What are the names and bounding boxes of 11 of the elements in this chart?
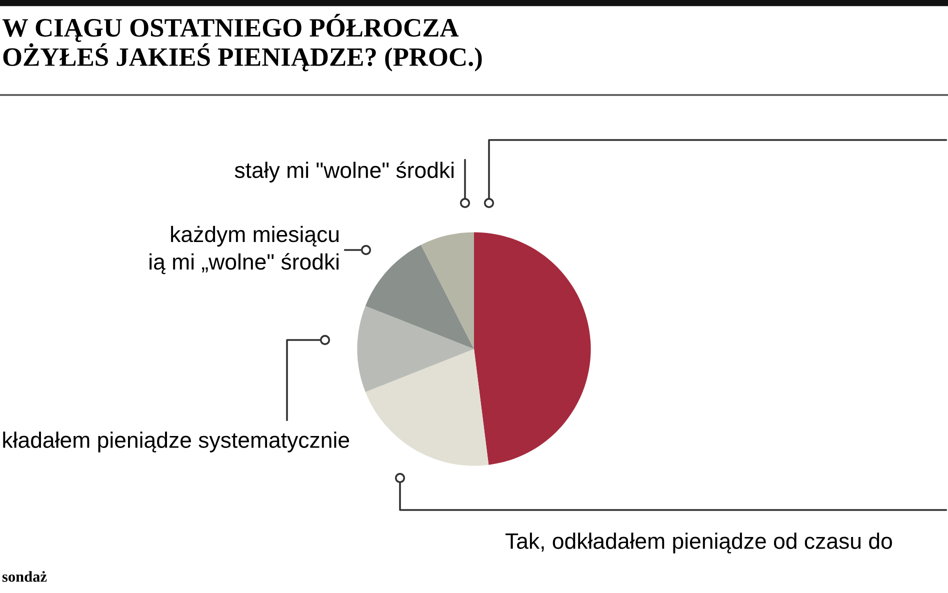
pie-slice	[365, 349, 489, 466]
slice-label: Tak, odkładałem pieniądze od czasu do	[506, 532, 892, 554]
pie-slice	[357, 306, 474, 392]
pie-slice	[474, 232, 591, 465]
slice-label: stały mi "wolne" środki	[234, 162, 454, 182]
slice-label: kładałem pieniądze systematycznie	[3, 432, 350, 452]
chart-title: W CIĄGU OSTATNIEGO PÓŁROCZA OŻYŁEŚ JAKIEŚ PIENIĄDZE? (PROC.)	[2, 14, 482, 72]
pie-slice	[365, 244, 474, 349]
pie-slice	[420, 232, 474, 349]
text: sondaż	[2, 571, 47, 582]
slice-label: każdym miesiącu ią mi „wolne" środki	[150, 226, 339, 274]
